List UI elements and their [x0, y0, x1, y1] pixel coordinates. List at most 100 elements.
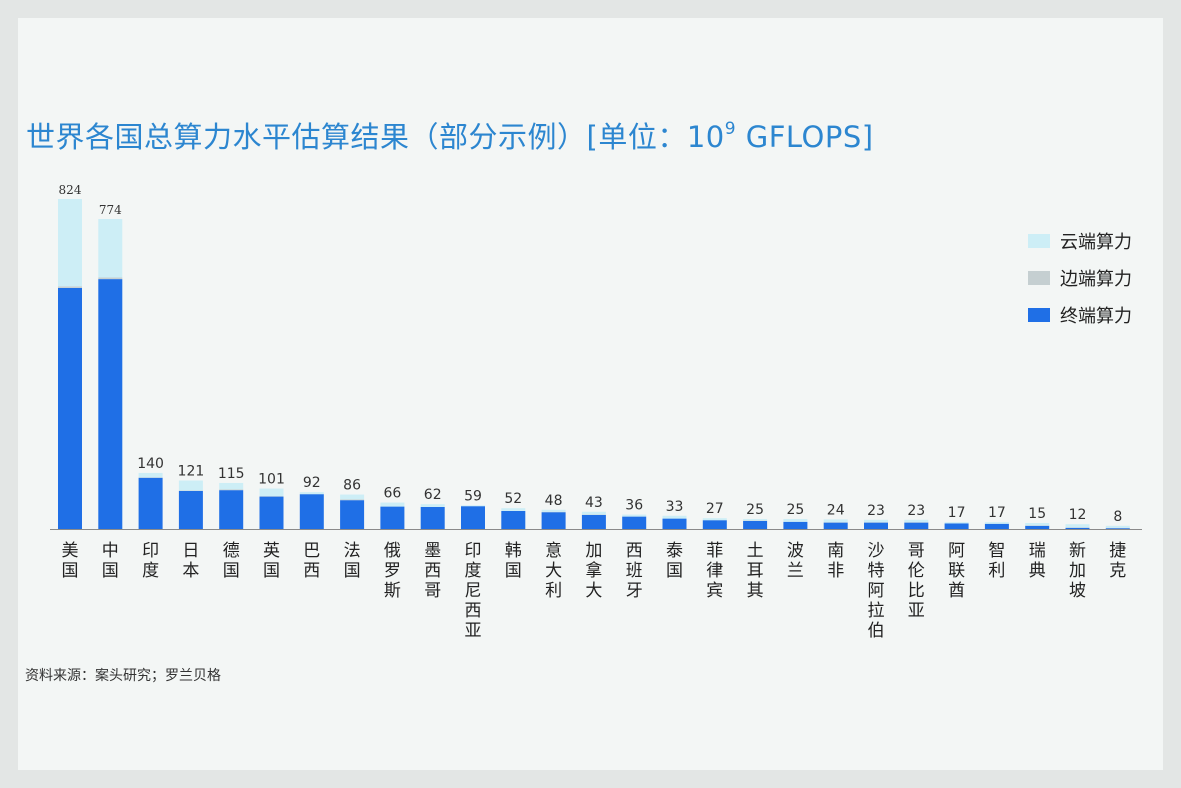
category-label: 尼 [465, 581, 482, 601]
chart-legend: 云端算力 边端算力 终端算力 [1028, 222, 1132, 333]
data-label: 36 [625, 498, 643, 514]
legend-item: 云端算力 [1028, 222, 1132, 259]
bar-segment-cloud [743, 518, 768, 521]
category-label: 度 [465, 561, 482, 581]
bar-segment-terminal [461, 506, 485, 529]
bar-segment-cloud [622, 514, 647, 517]
category-label: 拉 [868, 601, 885, 621]
category-label: 新 [1069, 541, 1086, 561]
bar-segment-terminal [944, 523, 969, 529]
bar-segment-cloud [662, 515, 687, 519]
category-label: 罗 [384, 561, 401, 581]
category-label: 沙 [868, 541, 885, 561]
legend-label: 终端算力 [1060, 305, 1132, 327]
data-label: 52 [504, 491, 522, 507]
category-label: 律 [706, 561, 723, 581]
data-label: 25 [786, 502, 804, 518]
category-label: 西 [465, 601, 482, 621]
category-label: 阿 [948, 541, 965, 561]
category-label: 克 [1109, 561, 1126, 581]
category-label: 中 [102, 541, 119, 561]
bar-segment-cloud [178, 480, 203, 491]
category-label: 德 [223, 541, 240, 561]
data-label: 115 [218, 466, 245, 482]
data-label: 86 [343, 478, 361, 494]
bar-segment-cloud [219, 482, 244, 490]
data-label: 25 [746, 502, 764, 518]
bar-segment-terminal [622, 516, 647, 529]
category-label: 大 [585, 581, 602, 601]
data-label: 43 [585, 495, 603, 511]
bar-segment-cloud [138, 472, 163, 478]
bar-segment-terminal [984, 523, 1009, 529]
chart-title: 世界各国总算力水平估算结果（部分示例）[单位：109 GFLOPS] [26, 114, 874, 156]
bar-segment-cloud [541, 509, 566, 512]
category-label: 牙 [626, 581, 643, 601]
category-label: 俄 [384, 541, 401, 561]
data-label: 101 [258, 472, 285, 488]
category-label: 酋 [948, 581, 965, 601]
bar-segment-terminal [1065, 527, 1090, 529]
chart-title-main: 世界各国总算力水平估算结果（部分示例）[单位：10 [26, 120, 725, 154]
bar-segment-terminal [702, 520, 727, 529]
bar-segment-terminal [581, 514, 606, 529]
data-label: 23 [867, 503, 885, 519]
category-label: 比 [908, 581, 925, 601]
category-label: 特 [868, 561, 885, 581]
bar-segment-cloud [501, 508, 526, 511]
category-label: 亚 [465, 621, 482, 641]
bar-segment-terminal [340, 500, 365, 529]
category-label: 亚 [908, 601, 925, 621]
bar-segment-terminal [138, 477, 163, 529]
data-label: 66 [383, 486, 401, 502]
bar-segment-cloud [1065, 524, 1090, 528]
category-label: 耳 [747, 561, 764, 581]
category-label: 英 [263, 541, 280, 561]
bar-segment-terminal [1105, 528, 1130, 529]
bar-segment-terminal [1025, 525, 1050, 529]
category-label: 班 [626, 561, 643, 581]
bar-segment-terminal [58, 287, 82, 529]
bar-segment-cloud [58, 199, 82, 287]
bar-segment-cloud [259, 488, 284, 497]
category-label: 哥 [908, 541, 925, 561]
category-label: 印 [465, 541, 482, 561]
legend-item: 终端算力 [1028, 296, 1132, 333]
data-label: 62 [424, 487, 442, 503]
data-label: 17 [948, 505, 966, 521]
category-label: 南 [827, 541, 844, 561]
bar-segment-cloud [380, 502, 405, 507]
category-label: 加 [585, 541, 602, 561]
legend-swatch [1028, 307, 1050, 322]
data-label: 23 [907, 503, 925, 519]
category-label: 斯 [384, 581, 401, 601]
bar-segment-cloud [702, 518, 727, 521]
category-label: 巴 [303, 541, 320, 561]
category-label: 日 [182, 541, 199, 561]
category-label: 国 [666, 561, 683, 581]
category-label: 西 [303, 561, 320, 581]
bar-segment-terminal [98, 279, 123, 529]
category-label: 西 [626, 541, 643, 561]
category-label: 宾 [706, 581, 723, 601]
bar-segment-cloud [783, 518, 808, 522]
bar-segment-cloud [1025, 522, 1050, 526]
data-label: 774 [99, 203, 122, 217]
category-label: 意 [545, 541, 562, 561]
bar-segment-terminal [904, 522, 929, 529]
bar-segment-cloud [420, 504, 445, 507]
bar-segment-cloud [823, 519, 848, 523]
bar-segment-cloud [984, 522, 1009, 524]
category-label: 国 [62, 561, 79, 581]
category-label: 典 [1029, 561, 1046, 581]
bar-segment-terminal [743, 520, 768, 529]
category-label: 其 [747, 581, 764, 601]
bar-segment-cloud [581, 511, 606, 515]
category-label: 捷 [1109, 541, 1126, 561]
data-label: 92 [303, 475, 321, 491]
bar-segment-terminal [259, 496, 284, 529]
category-label: 本 [182, 561, 199, 581]
bar-segment-cloud [340, 494, 365, 500]
data-label: 121 [178, 464, 205, 480]
